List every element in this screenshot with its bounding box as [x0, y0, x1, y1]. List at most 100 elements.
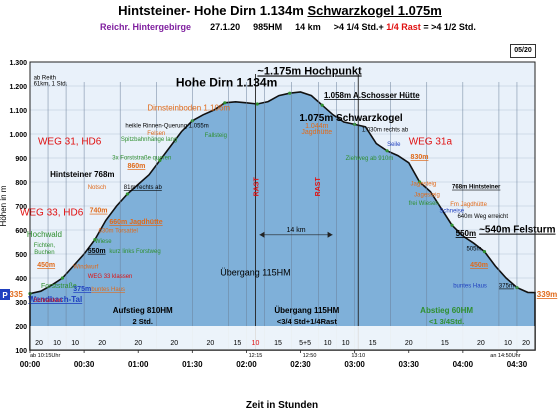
segment-time: 5+5 [299, 340, 311, 347]
annotation-label: Wendbach-Tal [28, 295, 82, 304]
segment-time: 20 [35, 340, 43, 347]
subtitle-time-b: = >4 1/2 Std. [423, 22, 476, 32]
clock-mark: an 14:50Uhr [490, 353, 520, 359]
annotation-label: 1.044m [305, 123, 329, 130]
annotation-label: Fallsteig [205, 133, 227, 139]
x-tick-label: 00:00 [20, 360, 41, 369]
waypoint-dot [255, 102, 259, 106]
annotation-label: Fm Jagdhütte [450, 202, 487, 208]
title-part1: Hintsteiner- Hohe Dirn 1.134m [118, 3, 304, 18]
x-axis-ticks: 00:00 00:30 01:00 01:30 02:00 02:30 03:00 03:30… [20, 350, 528, 369]
annotation-label: 860m [127, 163, 145, 170]
segment-band: 20 10 10 20 20 20 20 15 10 15 5+5 10 10 15 20 15 20 10 20a… [30, 326, 535, 359]
waypoint-dot [223, 101, 227, 105]
annotation-label: 339m [537, 290, 557, 299]
annotation-label: 335 [9, 290, 23, 299]
segment-time: 10 [324, 340, 332, 347]
annotation-label: 640m Weg erreicht [457, 214, 508, 220]
annotation-label: frei Wiesen [409, 201, 439, 207]
annotation-label: Hintsteiner 768m [50, 170, 114, 179]
segment-time: 10 [342, 340, 350, 347]
clock-mark: 13:10 [351, 353, 365, 359]
annotation-label: Dirnsteinboden 1.106m [147, 103, 230, 112]
waypoint-dot [60, 276, 65, 280]
segment-band-bg [30, 326, 535, 350]
annotation-label: 830m [411, 154, 429, 161]
segment-time: 20 [477, 340, 485, 347]
phase-duration: <3/4 Std+1/4Rast [277, 317, 338, 326]
subtitle-rast: 1/4 Rast [386, 22, 421, 32]
annotation-label: buntes Haus [453, 284, 487, 290]
annotation-label: 450m [37, 262, 55, 269]
segment-time: 20 [522, 340, 530, 347]
annotation-label: Jagesteig [411, 182, 437, 188]
annotation-label: kurz links Forstweg [109, 249, 160, 255]
annotation-label: Fichten, [34, 243, 56, 249]
waypoint-dot [125, 192, 129, 196]
annotation-label: Forststraße [41, 283, 77, 290]
p-badge: P [0, 289, 10, 300]
annotation-label: 1.030m rechts ab [362, 128, 409, 134]
y-tick-label: 1.000 [9, 132, 27, 139]
distance-arrow-right [327, 231, 333, 238]
clock-mark: 12:15 [249, 353, 263, 359]
annotation-label: 550m [456, 229, 476, 238]
y-tick-label: 800 [15, 180, 27, 187]
segment-time: 20 [98, 340, 106, 347]
annotation-label: ~540m Felsturm [479, 225, 556, 236]
annotation-label: 505m [466, 246, 481, 252]
waypoint-dot [385, 149, 389, 153]
annotation-label: 550m [88, 248, 106, 255]
annotation-label: Hochwald [27, 230, 62, 239]
annotation-label: ~1.175m Hochpunkt [257, 65, 362, 77]
annotation-label: 375m [499, 284, 514, 290]
y-axis-label: Höhen in m [0, 185, 8, 226]
x-tick-label: 02:00 [236, 360, 257, 369]
rast-label: RAST [315, 177, 322, 197]
phases: Aufstieg 810HM 2 Std. Übergang 115HM <3/4 S… [113, 306, 474, 326]
y-tick-label: 1.100 [9, 108, 27, 115]
annotation-label: 1.075m Schwarzkogel [299, 113, 403, 124]
annotation-label: WEG 33, HD6 [20, 208, 84, 219]
waypoint-dot [93, 238, 97, 242]
annotation-label: 768m Hintsteiner [452, 185, 501, 191]
annotation-label: Jagesteig [414, 192, 440, 198]
annotation-label: 81m rechts ab [124, 185, 163, 191]
annotation-label: 630m Torsattel [99, 228, 138, 234]
annotation-label: Hohe Dirn 1.134m [176, 75, 277, 89]
subtitle-hm: 985HM [253, 22, 283, 32]
y-tick-label: 200 [15, 324, 27, 331]
rast-label: RAST [253, 177, 260, 197]
annotation-label: buntes Haus [91, 287, 125, 293]
y-tick-label: 100 [15, 348, 27, 355]
x-tick-label: 03:00 [344, 360, 365, 369]
y-tick-label: 600 [15, 228, 27, 235]
annotation-label: 1.058m A.Schosser Hütte [324, 91, 420, 100]
annotation-label: Spitzbahnhänge lang [121, 137, 177, 143]
annotation-label: 375m [73, 286, 91, 293]
y-tick-label: 400 [15, 276, 27, 283]
annotations: Hohe Dirn 1.134m~1.175m Hochpunkt 1.075m … [9, 65, 557, 304]
title-part2: Schwarzkogel 1.075m [307, 3, 442, 18]
segment-time: 15 [369, 340, 377, 347]
segment-time: 20 [405, 340, 413, 347]
annotation-label: WEG 31, HD6 [38, 136, 102, 147]
y-tick-label: 700 [15, 204, 27, 211]
annotation-label: 61km, 1 Std. [34, 81, 68, 87]
waypoint-dot [417, 180, 422, 184]
segment-time: 20 [206, 340, 214, 347]
x-tick-label: 02:30 [290, 360, 311, 369]
subtitle-time-a: >4 1/4 Std.+ [333, 22, 384, 32]
annotation-label: ab Reith [34, 75, 56, 81]
phase-label: Aufstieg 810HM [113, 306, 173, 315]
waypoint-dot [450, 223, 454, 227]
x-tick-label: 01:30 [182, 360, 203, 369]
svg-text:P: P [2, 291, 8, 300]
x-tick-label: 03:30 [399, 360, 420, 369]
segment-time: 20 [134, 340, 142, 347]
phase-label: Übergang 115HM [274, 306, 339, 315]
y-tick-label: 1.300 [9, 60, 27, 67]
annotation-label: Schranken [34, 298, 63, 304]
